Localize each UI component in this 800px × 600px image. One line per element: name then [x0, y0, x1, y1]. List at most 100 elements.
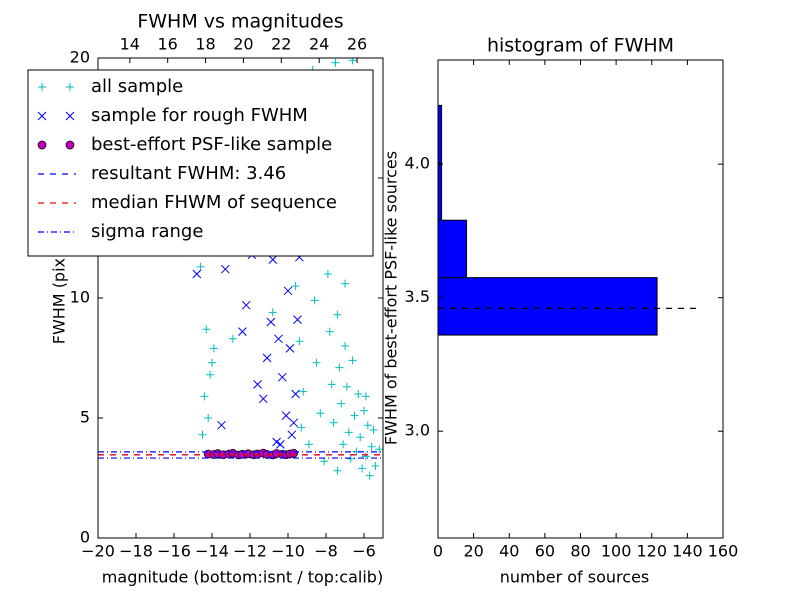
legend-label: best-effort PSF-like sample [91, 134, 332, 155]
plus-marker [361, 452, 370, 461]
x-marker [262, 353, 272, 363]
plus-marker [350, 411, 359, 420]
plus-marker [295, 337, 304, 346]
plus-marker [198, 430, 207, 439]
circle-marker [37, 140, 47, 150]
plus-marker [342, 382, 351, 391]
x-tick-label: 20 [463, 542, 483, 561]
x-tick-label: 120 [636, 542, 667, 561]
plus-marker [356, 433, 365, 442]
x-marker [220, 264, 230, 274]
chart-title: histogram of FWHM [487, 35, 674, 57]
x-axis-label: number of sources [500, 568, 650, 587]
plus-marker [331, 58, 340, 67]
plus-marker [316, 409, 325, 418]
legend-box [27, 69, 374, 257]
x-tick-label: −12 [233, 542, 267, 561]
plus-marker [341, 342, 349, 350]
x-tick-label: −14 [195, 542, 229, 561]
legend-label: all sample [91, 76, 183, 97]
plus-marker [209, 344, 218, 353]
plus-marker [371, 462, 380, 470]
y-tick-label: 5 [80, 408, 90, 427]
plus-marker [354, 390, 363, 398]
x2-tick-label: 26 [347, 35, 367, 54]
x-marker [238, 327, 247, 336]
x-tick-label: −20 [81, 542, 115, 561]
y-tick-label: 4.0 [405, 154, 430, 173]
x-marker [65, 111, 75, 121]
x2-tick-label: 22 [271, 35, 291, 54]
x-marker [274, 334, 283, 344]
plus-marker [38, 83, 46, 91]
y-axis-label: FWHM of best-effort PSF-like sources [382, 151, 401, 445]
plus-marker [291, 282, 300, 290]
plus-marker [200, 392, 209, 401]
plus-marker [337, 399, 346, 408]
y-tick-label: 0 [80, 528, 90, 547]
x-marker [281, 411, 291, 420]
plus-marker [208, 358, 216, 367]
plus-marker [304, 440, 313, 449]
plus-marker [327, 380, 336, 389]
x-axis-label: magnitude (bottom:isnt / top:calib) [102, 568, 383, 587]
plus-marker [375, 445, 383, 454]
chart-title: FWHM vs magnitudes [137, 11, 343, 33]
plus-marker [361, 392, 370, 401]
hist-bar [437, 104, 443, 164]
x-marker [291, 389, 300, 399]
plus-marker [333, 466, 342, 475]
plus-marker [335, 363, 344, 372]
y-tick-label: 10 [70, 288, 90, 307]
plus-marker [204, 414, 213, 422]
x-tick-label: 60 [535, 542, 555, 561]
plus-marker [360, 406, 368, 415]
x-tick-label: 0 [433, 542, 443, 561]
x-marker [266, 317, 276, 327]
x2-tick-label: 16 [158, 35, 178, 54]
plus-marker [66, 83, 74, 91]
x-marker [258, 394, 268, 404]
hist-bar [437, 277, 658, 336]
plus-marker [346, 454, 355, 463]
legend: all sample sample for rough FWHM best-effo… [27, 69, 374, 257]
plus-marker [196, 262, 205, 271]
circle-marker [289, 448, 299, 458]
x-marker [277, 372, 287, 382]
x-tick-label: 100 [601, 542, 632, 561]
x-tick-label: −18 [119, 542, 153, 561]
x2-tick-label: 14 [120, 35, 140, 54]
y-axis-label: FWHM (pix) [50, 252, 69, 345]
plus-marker [268, 308, 277, 317]
plus-marker [348, 356, 357, 365]
x-marker [283, 286, 293, 296]
x-marker [287, 430, 297, 440]
plus-marker [323, 270, 332, 278]
plus-marker [369, 426, 378, 434]
x-marker [293, 315, 302, 324]
x-marker [272, 437, 281, 447]
hist-bar [437, 162, 443, 221]
plus-marker [206, 370, 215, 379]
hist-bar [437, 219, 467, 279]
y-tick-label: 3.5 [405, 287, 430, 306]
legend-label: sigma range [91, 221, 203, 242]
plus-marker [325, 327, 334, 336]
x-tick-label: −6 [352, 542, 376, 561]
plus-marker [299, 387, 308, 396]
x-tick-label: −10 [271, 542, 305, 561]
x-tick-label: 160 [708, 542, 739, 561]
y-tick-label: 3.0 [405, 421, 430, 440]
x-tick-label: −8 [314, 542, 338, 561]
x-marker [285, 344, 295, 353]
x-marker [192, 269, 202, 279]
plus-marker [344, 428, 353, 437]
x-tick-label: 140 [672, 542, 703, 561]
plus-marker [339, 440, 348, 449]
x-marker [289, 418, 299, 428]
plus-marker [333, 310, 342, 319]
plus-marker [312, 358, 321, 367]
plus-marker [358, 464, 367, 473]
y-tick-label: 20 [70, 48, 90, 67]
